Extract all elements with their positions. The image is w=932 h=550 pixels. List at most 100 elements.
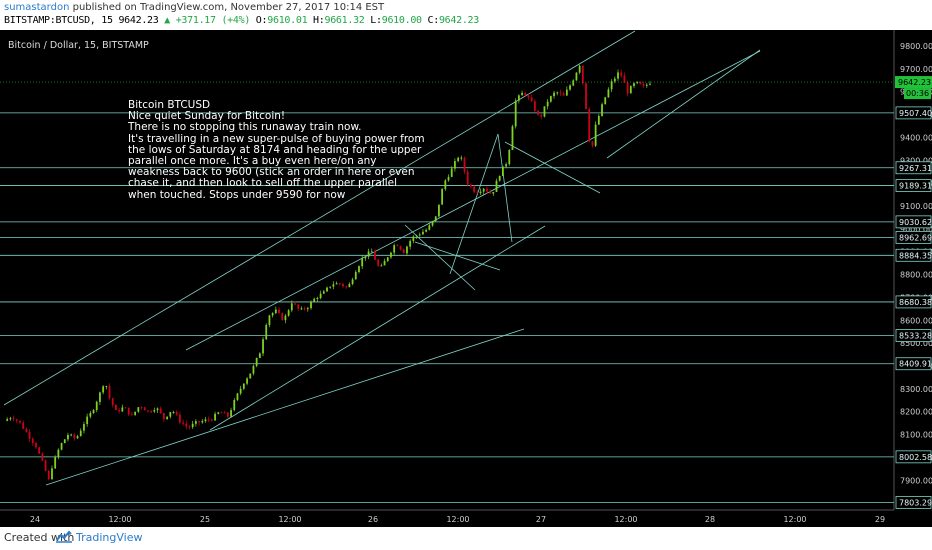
candle-body xyxy=(562,93,565,96)
candle-body xyxy=(242,383,245,389)
candle-body xyxy=(156,408,159,411)
candle-body xyxy=(169,412,172,417)
level-label: 9030.62 xyxy=(899,218,932,227)
level-label: 9189.31 xyxy=(899,182,932,191)
candle-body xyxy=(604,97,607,105)
x-tick-label: 12:00 xyxy=(614,515,637,524)
y-tick-label: 8500.00 xyxy=(900,339,932,348)
candle-body xyxy=(345,286,348,288)
candle-body xyxy=(166,416,168,420)
candle-body xyxy=(463,157,466,172)
candle-body xyxy=(511,126,514,150)
candle-body xyxy=(495,180,498,192)
candle-body xyxy=(233,399,236,411)
candle-body xyxy=(274,309,277,314)
candle-body xyxy=(422,231,424,235)
candle-body xyxy=(131,414,133,416)
level-label-box xyxy=(895,248,932,262)
candle-body xyxy=(505,164,507,167)
candle-body xyxy=(284,315,287,321)
candle-body xyxy=(51,468,53,480)
candle-body xyxy=(246,378,248,384)
candle-body xyxy=(540,114,543,117)
candle-body xyxy=(578,65,581,73)
candle-body xyxy=(533,101,536,111)
y-tick-label: 7900.00 xyxy=(900,476,932,485)
candle-body xyxy=(316,297,319,299)
candle-body xyxy=(441,189,444,205)
candle-body xyxy=(105,386,108,388)
candle-body xyxy=(198,421,200,423)
candle-body xyxy=(636,81,639,84)
candle-body xyxy=(108,386,111,399)
candle-body xyxy=(70,434,73,436)
candle-body xyxy=(306,308,309,310)
open-value: 9610.01 xyxy=(267,15,308,26)
candle-body xyxy=(294,303,296,305)
y-tick-label: 9300.00 xyxy=(900,156,932,165)
y-tick-label: 9100.00 xyxy=(900,202,932,211)
level-label: 8680.38 xyxy=(899,298,932,307)
level-label-box xyxy=(895,295,932,309)
candle-body xyxy=(313,298,316,302)
candle-body xyxy=(182,422,184,424)
candle-body xyxy=(409,240,412,247)
y-tick-label: 8600.00 xyxy=(900,316,932,325)
candle-body xyxy=(501,166,504,176)
candle-body xyxy=(645,84,648,86)
candle-body xyxy=(41,453,44,461)
candle-body xyxy=(175,411,178,415)
candle-body xyxy=(527,95,530,98)
y-tick-label: 9000.00 xyxy=(900,225,932,234)
candle-body xyxy=(265,324,268,340)
chart-area[interactable]: 7900.008000.008100.008200.008300.008400.… xyxy=(0,30,932,527)
trend-line xyxy=(3,30,636,406)
y-tick-label: 8100.00 xyxy=(900,431,932,440)
candle-body xyxy=(326,287,328,292)
candle-body xyxy=(92,410,95,413)
candle-body xyxy=(278,309,280,313)
candle-body xyxy=(137,407,140,412)
author-link[interactable]: sumastardon xyxy=(4,2,70,13)
candle-body xyxy=(300,308,303,310)
candle-body xyxy=(508,149,511,165)
candle-body xyxy=(537,110,539,115)
candle-body xyxy=(585,83,587,110)
level-label-box xyxy=(895,230,932,244)
level-label: 8002.58 xyxy=(899,453,932,462)
candle-body xyxy=(386,257,389,262)
price-change: +371.17 (+4%) xyxy=(175,15,251,26)
candle-body xyxy=(201,421,204,423)
close-label: C: xyxy=(427,15,440,26)
candle-body xyxy=(226,412,229,417)
level-label-box xyxy=(895,450,932,464)
candle-body xyxy=(147,410,149,412)
candle-body xyxy=(450,168,453,177)
candle-body xyxy=(54,456,57,469)
price-chart[interactable]: 7900.008000.008100.008200.008300.008400.… xyxy=(0,30,932,527)
candle-body xyxy=(364,256,367,259)
candle-body xyxy=(374,251,376,260)
candle-body xyxy=(565,89,568,96)
trend-line xyxy=(45,328,525,486)
tradingview-brand[interactable]: TradingView xyxy=(76,531,143,544)
x-tick-label: 26 xyxy=(368,515,378,524)
candle-body xyxy=(143,407,146,411)
candle-body xyxy=(415,235,418,237)
candle-body xyxy=(402,249,405,254)
candle-body xyxy=(380,265,383,267)
candle-body xyxy=(22,422,25,429)
candle-body xyxy=(268,315,271,325)
candle-body xyxy=(434,216,437,222)
candle-body xyxy=(252,365,255,374)
candle-body xyxy=(191,423,194,428)
level-label: 8409.91 xyxy=(899,360,932,369)
y-tick-label: 9700.00 xyxy=(900,65,932,74)
candle-body xyxy=(629,86,632,94)
symbol-name: BITSTAMP:BTCUSD, 15 xyxy=(4,15,113,26)
candle-body xyxy=(204,419,207,422)
level-label-box xyxy=(895,106,932,120)
candle-body xyxy=(514,100,517,127)
x-tick-label: 12:00 xyxy=(446,515,469,524)
candle-body xyxy=(118,410,121,412)
